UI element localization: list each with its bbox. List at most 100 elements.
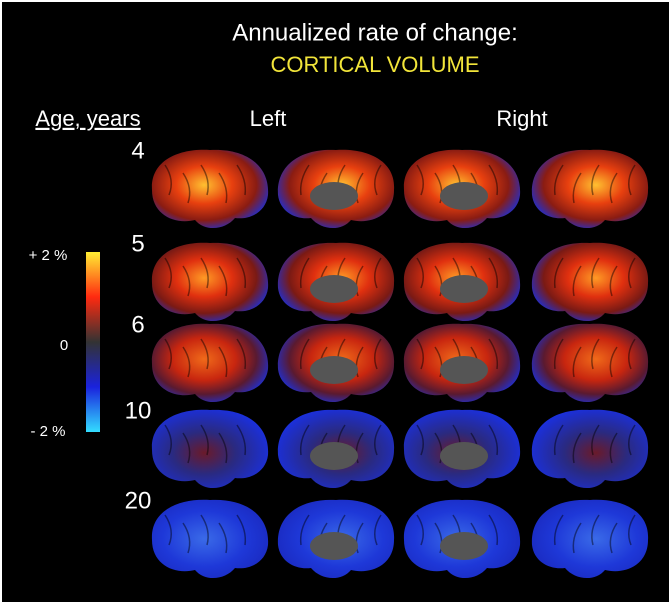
brain-grid xyxy=(151,149,649,579)
brain xyxy=(151,323,269,403)
sulcus xyxy=(236,257,247,289)
sulcus xyxy=(572,265,582,297)
brain xyxy=(277,242,395,322)
brain xyxy=(531,499,649,579)
medial-wall xyxy=(310,356,358,384)
sulcus xyxy=(591,424,600,456)
sulcus xyxy=(236,424,247,456)
brain xyxy=(531,149,649,229)
sulcus xyxy=(374,257,382,289)
brain xyxy=(151,242,269,322)
sulcus xyxy=(553,338,564,370)
age-label: 6 xyxy=(131,311,144,338)
sulcus xyxy=(628,164,636,196)
subtitle: CORTICAL VOLUME xyxy=(270,52,479,77)
sulcus xyxy=(434,522,443,554)
medial-wall xyxy=(440,182,488,210)
sulcus xyxy=(355,172,364,204)
medial-wall xyxy=(310,275,358,303)
sulcus xyxy=(355,346,364,378)
sulcus xyxy=(416,424,424,456)
sulcus xyxy=(236,514,247,546)
sulcus xyxy=(416,164,424,196)
sulcus xyxy=(355,432,364,464)
title: Annualized rate of change: xyxy=(232,19,518,46)
sulcus xyxy=(609,432,618,464)
sulcus xyxy=(434,346,443,378)
sulcus xyxy=(609,172,618,204)
sulcus xyxy=(553,514,564,546)
medial-wall xyxy=(440,356,488,384)
sulcus xyxy=(164,164,172,196)
sulcus xyxy=(591,164,600,196)
sulcus xyxy=(374,338,382,370)
sulcus xyxy=(609,346,618,378)
medial-wall xyxy=(440,275,488,303)
brain xyxy=(531,242,649,322)
sulcus xyxy=(572,432,582,464)
sulcus xyxy=(434,432,443,464)
sulcus xyxy=(200,514,209,546)
sulcus xyxy=(553,424,564,456)
sulcus xyxy=(182,432,191,464)
sulcus xyxy=(416,338,424,370)
brain xyxy=(403,409,521,489)
brain xyxy=(403,242,521,322)
brain xyxy=(531,323,649,403)
sulcus xyxy=(299,164,310,196)
brain xyxy=(277,149,395,229)
sulcus xyxy=(488,164,499,196)
brain xyxy=(277,409,395,489)
sulcus xyxy=(236,164,247,196)
brain-surface xyxy=(151,323,269,403)
sulcus xyxy=(182,172,191,204)
sulcus xyxy=(374,424,382,456)
brain xyxy=(403,149,521,229)
sulcus xyxy=(182,522,191,554)
sulcus xyxy=(164,514,172,546)
brain-surface xyxy=(151,499,269,579)
sulcus xyxy=(416,514,424,546)
brain-surface xyxy=(531,149,649,229)
medial-wall xyxy=(310,442,358,470)
brain-surface xyxy=(531,499,649,579)
sulcus xyxy=(355,265,364,297)
sulcus xyxy=(200,164,209,196)
sulcus xyxy=(164,257,172,289)
sulcus xyxy=(591,514,600,546)
sulcus xyxy=(553,257,564,289)
brain xyxy=(403,323,521,403)
sulcus xyxy=(488,424,499,456)
sulcus xyxy=(236,338,247,370)
sulcus xyxy=(488,514,499,546)
brain xyxy=(277,323,395,403)
sulcus xyxy=(218,346,228,378)
sulcus xyxy=(200,424,209,456)
age-label: 4 xyxy=(131,137,144,164)
column-label: Right xyxy=(496,106,547,131)
column-label: Left xyxy=(250,106,287,131)
brain-surface xyxy=(531,409,649,489)
sulcus xyxy=(434,265,443,297)
sulcus xyxy=(572,346,582,378)
medial-wall xyxy=(310,532,358,560)
sulcus xyxy=(374,514,382,546)
sulcus xyxy=(609,522,618,554)
sulcus xyxy=(182,265,191,297)
brain-surface xyxy=(151,149,269,229)
colorbar-label: + 2 % xyxy=(29,247,68,264)
brain xyxy=(277,499,395,579)
brain xyxy=(403,499,521,579)
brain xyxy=(531,409,649,489)
sulcus xyxy=(628,257,636,289)
age-label: 5 xyxy=(131,230,144,257)
sulcus xyxy=(488,338,499,370)
sulcus xyxy=(628,338,636,370)
sulcus xyxy=(434,172,443,204)
brain xyxy=(151,149,269,229)
sulcus xyxy=(200,338,209,370)
sulcus xyxy=(591,338,600,370)
sulcus xyxy=(572,172,582,204)
colorbar-label: 0 xyxy=(60,337,68,354)
brain xyxy=(151,499,269,579)
